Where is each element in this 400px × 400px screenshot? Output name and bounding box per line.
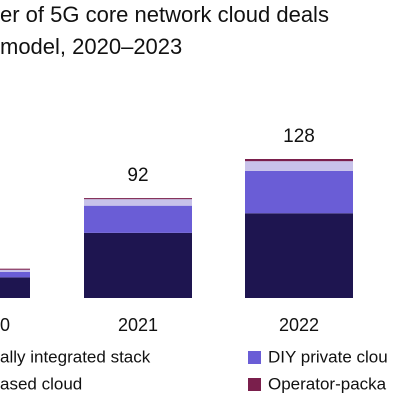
legend-label: DIY private clou — [268, 347, 388, 366]
x-tick-label: 0 — [0, 315, 10, 335]
bar-segment — [0, 269, 30, 272]
bar-segment — [245, 159, 353, 162]
legend-label: ased cloud — [0, 374, 82, 393]
chart-title: er of 5G core network cloud deals — [0, 2, 329, 27]
bar-segment — [84, 198, 192, 200]
chart-title: model, 2020–2023 — [0, 34, 182, 59]
legend-label: ally integrated stack — [0, 347, 151, 366]
bar-segment — [245, 170, 353, 214]
bar-segment — [0, 271, 30, 278]
bar-segment — [245, 213, 353, 298]
total-label: 128 — [283, 126, 315, 147]
legend-swatch — [248, 351, 261, 364]
bar-segment — [84, 199, 192, 206]
x-tick-label: 2021 — [118, 315, 158, 335]
legend-swatch — [248, 378, 261, 391]
bar-segment — [245, 161, 353, 171]
legend-label: Operator-packa — [268, 374, 387, 393]
bar-segment — [0, 277, 30, 298]
total-label: 92 — [127, 165, 148, 186]
bar-segment — [84, 205, 192, 233]
x-tick-label: 2022 — [279, 315, 319, 335]
bar-segment — [0, 268, 30, 270]
bar-segment — [84, 232, 192, 298]
